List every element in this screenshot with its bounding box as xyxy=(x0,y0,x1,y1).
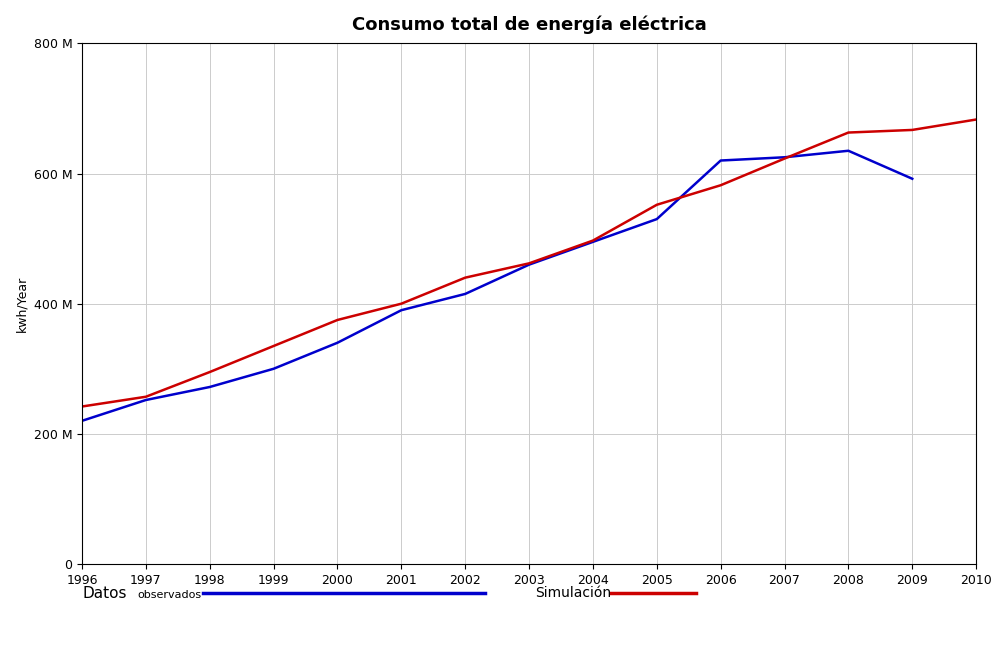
Text: observados: observados xyxy=(137,590,201,600)
Y-axis label: kwh/Year: kwh/Year xyxy=(15,276,28,332)
Title: Consumo total de energía eléctrica: Consumo total de energía eléctrica xyxy=(351,15,707,34)
Text: Datos: Datos xyxy=(82,586,127,600)
Text: Simulación: Simulación xyxy=(535,586,611,600)
